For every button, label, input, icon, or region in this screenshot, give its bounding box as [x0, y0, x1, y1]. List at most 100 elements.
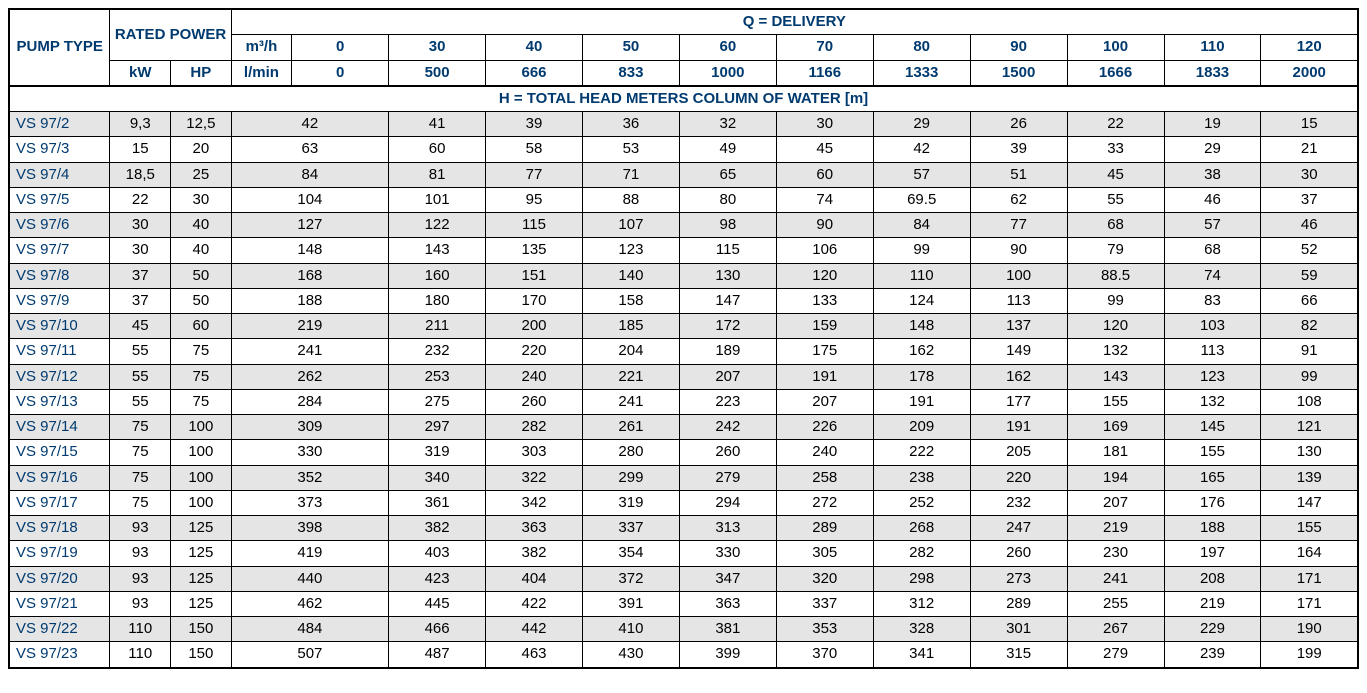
cell-value: 280: [582, 440, 679, 465]
cell-value: 177: [970, 389, 1067, 414]
cell-kw: 110: [110, 617, 171, 642]
cell-value: 60: [389, 137, 486, 162]
cell-value: 106: [776, 238, 873, 263]
cell-value: 98: [679, 213, 776, 238]
table-row: VS 97/2193125462445422391363337312289255…: [9, 591, 1358, 616]
cell-hp: 125: [171, 566, 232, 591]
cell-value: 38: [1164, 162, 1261, 187]
cell-value: 382: [389, 516, 486, 541]
cell-value: 442: [486, 617, 583, 642]
cell-model: VS 97/18: [9, 516, 110, 541]
unit-lmin: l/min: [231, 60, 292, 86]
cell-hp: 40: [171, 213, 232, 238]
cell-value: 77: [486, 162, 583, 187]
cell-value: 507: [231, 642, 389, 668]
cell-value: 95: [486, 187, 583, 212]
cell-value: 53: [582, 137, 679, 162]
table-row: VS 97/29,312,54241393632302926221915: [9, 112, 1358, 137]
cell-value: 81: [389, 162, 486, 187]
cell-value: 122: [389, 213, 486, 238]
cell-value: 15: [1261, 112, 1358, 137]
cell-value: 84: [231, 162, 389, 187]
cell-value: 90: [970, 238, 1067, 263]
cell-value: 91: [1261, 339, 1358, 364]
cell-value: 272: [776, 490, 873, 515]
cell-model: VS 97/20: [9, 566, 110, 591]
cell-value: 132: [1164, 389, 1261, 414]
cell-value: 219: [1164, 591, 1261, 616]
cell-value: 262: [231, 364, 389, 389]
cell-value: 59: [1261, 263, 1358, 288]
cell-value: 282: [486, 415, 583, 440]
cell-value: 342: [486, 490, 583, 515]
pump-performance-table: PUMP TYPE RATED POWER Q = DELIVERY m³/h …: [8, 8, 1359, 669]
cell-value: 149: [970, 339, 1067, 364]
cell-value: 101: [389, 187, 486, 212]
cell-value: 381: [679, 617, 776, 642]
cell-value: 145: [1164, 415, 1261, 440]
lmin-value: 1333: [873, 60, 970, 86]
cell-kw: 55: [110, 364, 171, 389]
cell-value: 252: [873, 490, 970, 515]
lmin-value: 1000: [679, 60, 776, 86]
cell-value: 120: [776, 263, 873, 288]
cell-value: 88: [582, 187, 679, 212]
cell-value: 60: [776, 162, 873, 187]
table-row: VS 97/1475100309297282261242226209191169…: [9, 415, 1358, 440]
cell-value: 284: [231, 389, 389, 414]
table-row: VS 97/1045602192112001851721591481371201…: [9, 314, 1358, 339]
cell-value: 241: [231, 339, 389, 364]
cell-value: 207: [1067, 490, 1164, 515]
cell-value: 382: [486, 541, 583, 566]
cell-value: 162: [873, 339, 970, 364]
cell-value: 162: [970, 364, 1067, 389]
cell-kw: 22: [110, 187, 171, 212]
cell-model: VS 97/17: [9, 490, 110, 515]
cell-model: VS 97/9: [9, 288, 110, 313]
table-row: VS 97/1775100373361342319294272252232207…: [9, 490, 1358, 515]
cell-value: 230: [1067, 541, 1164, 566]
cell-value: 208: [1164, 566, 1261, 591]
cell-value: 260: [970, 541, 1067, 566]
cell-value: 108: [1261, 389, 1358, 414]
cell-value: 337: [776, 591, 873, 616]
lmin-value: 0: [292, 60, 389, 86]
table-row: VS 97/1575100330319303280260240222205181…: [9, 440, 1358, 465]
cell-value: 21: [1261, 137, 1358, 162]
cell-value: 221: [582, 364, 679, 389]
cell-hp: 125: [171, 541, 232, 566]
cell-model: VS 97/19: [9, 541, 110, 566]
cell-model: VS 97/15: [9, 440, 110, 465]
m3h-value: 40: [486, 35, 583, 60]
cell-value: 171: [1261, 591, 1358, 616]
cell-kw: 75: [110, 465, 171, 490]
table-row: VS 97/1675100352340322299279258238220194…: [9, 465, 1358, 490]
cell-value: 29: [1164, 137, 1261, 162]
cell-hp: 60: [171, 314, 232, 339]
cell-value: 207: [679, 364, 776, 389]
m3h-value: 100: [1067, 35, 1164, 60]
cell-value: 220: [486, 339, 583, 364]
cell-value: 32: [679, 112, 776, 137]
cell-value: 240: [776, 440, 873, 465]
cell-hp: 30: [171, 187, 232, 212]
cell-value: 151: [486, 263, 583, 288]
cell-value: 399: [679, 642, 776, 668]
cell-value: 185: [582, 314, 679, 339]
cell-value: 223: [679, 389, 776, 414]
cell-value: 90: [776, 213, 873, 238]
col-head: H = TOTAL HEAD METERS COLUMN OF WATER [m…: [9, 86, 1358, 112]
cell-model: VS 97/14: [9, 415, 110, 440]
cell-value: 113: [1164, 339, 1261, 364]
cell-value: 191: [776, 364, 873, 389]
cell-value: 232: [389, 339, 486, 364]
table-row: VS 97/730401481431351231151069990796852: [9, 238, 1358, 263]
table-row: VS 97/1255752622532402212071911781621431…: [9, 364, 1358, 389]
cell-hp: 100: [171, 440, 232, 465]
cell-value: 319: [389, 440, 486, 465]
cell-value: 289: [970, 591, 1067, 616]
cell-value: 241: [1067, 566, 1164, 591]
cell-kw: 55: [110, 339, 171, 364]
cell-value: 46: [1164, 187, 1261, 212]
cell-value: 30: [1261, 162, 1358, 187]
